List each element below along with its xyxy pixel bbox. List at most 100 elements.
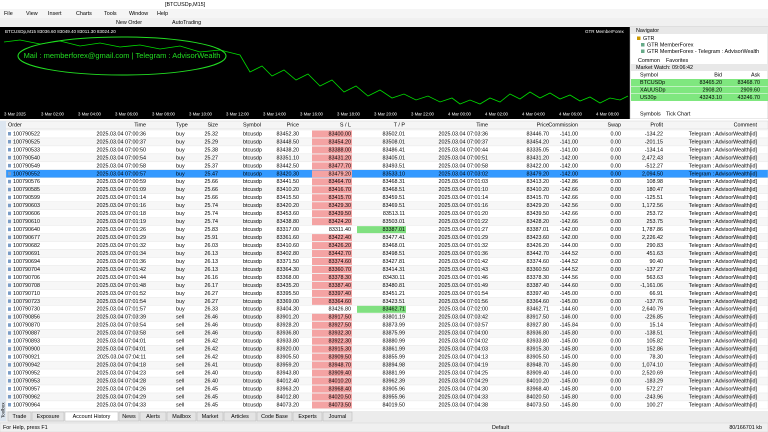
menu-item[interactable]: Insert	[48, 11, 62, 17]
nav-item[interactable]: GTR MemberForex - Telegram : AdvisorWeal…	[647, 49, 759, 55]
table-cell: 2025.03.04 07:01:03	[439, 179, 488, 185]
bottom-tab[interactable]	[31, 411, 65, 422]
table-cell: 84020.50	[527, 394, 549, 400]
table-cell: 25.37	[205, 163, 219, 169]
menu-item[interactable]: Tools	[104, 11, 117, 17]
column-header[interactable]: Profit	[650, 123, 663, 129]
table-cell: Telegram : AdvisorWealth[id]	[689, 355, 758, 361]
table-cell: 0.00	[611, 251, 622, 257]
table-cell: 572.27	[647, 386, 664, 392]
panel-tab[interactable]: Favorites	[666, 58, 688, 64]
table-cell: -141.00	[560, 147, 578, 153]
mw-cell[interactable]: US30p	[640, 95, 656, 101]
menu-item[interactable]: Help	[157, 11, 168, 17]
table-cell: 83469.51	[383, 203, 405, 209]
panel-tab[interactable]: Common	[638, 58, 660, 64]
table-cell: buy	[176, 291, 185, 297]
bottom-tab-label[interactable]: Trade	[13, 414, 27, 420]
table-cell: btcusdp	[243, 331, 262, 337]
table-cell: 26.45	[205, 402, 219, 408]
table-cell: 2025.03.04 07:04:02	[439, 339, 488, 345]
bottom-tab[interactable]	[292, 411, 323, 422]
toolbar-button[interactable]: New Order	[116, 20, 142, 26]
bottom-tab[interactable]	[118, 411, 140, 422]
table-row[interactable]	[5, 400, 768, 410]
column-header[interactable]: Swap	[608, 123, 622, 129]
table-cell: buy	[176, 235, 185, 241]
menu-item[interactable]: Window	[129, 11, 148, 17]
column-header[interactable]: Order	[8, 123, 22, 129]
table-cell: 83880.99	[383, 339, 405, 345]
table-cell: btcusdp	[243, 315, 262, 321]
column-header[interactable]: Price	[287, 123, 299, 129]
menu-item[interactable]: File	[4, 11, 13, 17]
bottom-tab-label[interactable]: Experts	[298, 414, 317, 420]
table-cell: -142.00	[560, 227, 578, 233]
menu-item[interactable]: Charts	[76, 11, 92, 17]
bottom-tab[interactable]	[322, 411, 353, 422]
table-cell: 83454.20	[329, 139, 351, 145]
bottom-tab[interactable]	[7, 411, 32, 422]
bottom-tab-label[interactable]: Account History	[73, 414, 111, 420]
table-cell: 451.63	[647, 251, 664, 257]
table-cell: -145.00	[560, 299, 578, 305]
nav-item[interactable]: GTR	[643, 36, 654, 42]
hit-cell	[312, 210, 352, 218]
table-cell: 2025.03.04 07:04:29	[439, 378, 488, 384]
column-header[interactable]: S / L	[340, 123, 351, 129]
new-order-button[interactable]	[104, 19, 154, 26]
bottom-tab-label[interactable]: Market	[202, 414, 219, 420]
mw-cell[interactable]: XAUUSDp	[640, 87, 665, 93]
bottom-tab[interactable]	[223, 411, 257, 422]
toolbar-button[interactable]: AutoTrading	[172, 20, 201, 26]
table-cell: 2025.03.04 07:01:18	[97, 211, 146, 217]
row-icon	[8, 163, 11, 168]
bottom-tab[interactable]	[256, 411, 293, 422]
column-header[interactable]: Time	[134, 123, 146, 129]
column-header[interactable]: Type	[176, 123, 188, 129]
bottom-tab-label[interactable]: Mailbox	[172, 414, 191, 420]
table-cell: 100790704	[13, 267, 40, 273]
table-cell: 83423.51	[383, 299, 405, 305]
table-cell: 83928.20	[277, 323, 299, 329]
table-cell: 0.00	[611, 363, 622, 369]
hit-cell	[312, 377, 352, 385]
table-cell: -142.00	[560, 235, 578, 241]
table-cell: 83422.40	[329, 235, 351, 241]
mw-column: Ask	[751, 72, 760, 78]
bottom-tab-label[interactable]: Alerts	[146, 414, 160, 420]
nav-icon	[637, 36, 641, 40]
column-header[interactable]: Time	[476, 123, 488, 129]
bottom-tab-label[interactable]: Exposure	[37, 414, 60, 420]
table-cell: -1,161.06	[640, 283, 663, 289]
column-header[interactable]: T / P	[394, 123, 406, 129]
table-cell: 2025.03.04 07:01:22	[439, 219, 488, 225]
bottom-tab-label[interactable]: News	[122, 414, 136, 420]
mw-cell[interactable]: BTCUSDp	[640, 80, 665, 86]
column-header[interactable]: Commission	[548, 123, 578, 129]
bottom-tab[interactable]	[196, 411, 224, 422]
bottom-tab[interactable]	[166, 411, 197, 422]
bottom-tab[interactable]	[64, 411, 119, 422]
table-cell: 100790964	[13, 402, 40, 408]
toolbar	[0, 18, 768, 27]
table-cell: 0.00	[611, 315, 622, 321]
column-header[interactable]: Symbol	[243, 123, 261, 129]
table-cell: 83438.80	[277, 219, 299, 225]
menu-item[interactable]: View	[26, 11, 38, 17]
hit-cell	[312, 313, 352, 321]
nav-item[interactable]: GTR MemberForex	[647, 42, 694, 48]
bottom-tab-label[interactable]: Journal	[329, 414, 347, 420]
panel-tab[interactable]: Tick Chart	[666, 111, 691, 117]
bottom-tab[interactable]	[139, 411, 167, 422]
row-icon	[8, 251, 11, 256]
bottom-tab-label[interactable]: Code Base	[261, 414, 288, 420]
panel-tab[interactable]: Symbols	[640, 111, 661, 117]
time-axis-label: 3 Mar 18:00	[337, 112, 361, 117]
column-header[interactable]: Price	[537, 123, 549, 129]
table-cell: 0.00	[611, 283, 622, 289]
column-header[interactable]: Comment	[734, 123, 758, 129]
table-cell: 0.00	[611, 331, 622, 337]
bottom-tab-label[interactable]: Articles	[231, 414, 249, 420]
column-header[interactable]: Size	[208, 123, 219, 129]
